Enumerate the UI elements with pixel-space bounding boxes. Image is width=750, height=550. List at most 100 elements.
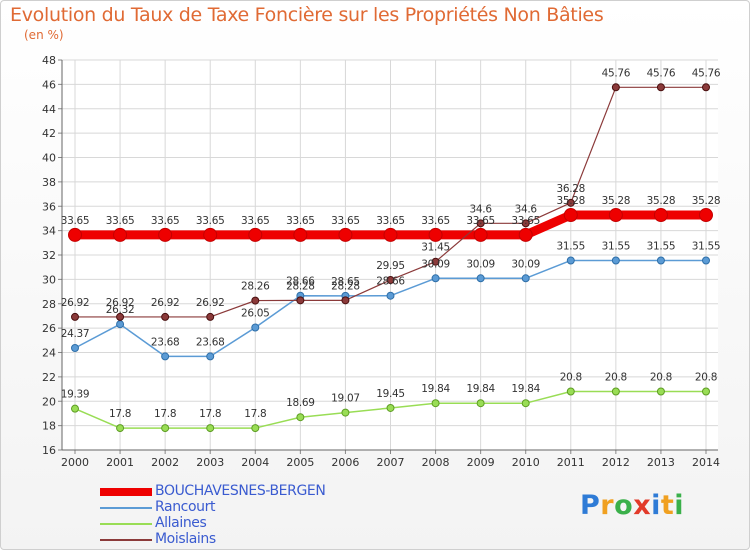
legend-item-rancourt: Rancourt [100, 499, 380, 516]
data-label-rancourt: 31.55 [602, 240, 631, 252]
data-label-bouchavesnes-bergen: 35.28 [602, 195, 631, 207]
data-point-allaines [476, 399, 485, 408]
x-tick-label: 2003 [196, 456, 224, 469]
data-label-moislains: 26.92 [106, 297, 135, 309]
data-point-bouchavesnes-bergen [428, 227, 443, 242]
logo-letter: P [580, 490, 601, 521]
data-label-rancourt: 28.65 [331, 276, 360, 288]
data-label-moislains: 26.92 [151, 297, 180, 309]
legend-swatch-moislains [100, 539, 152, 541]
data-point-moislains [161, 312, 170, 321]
data-label-moislains: 34.6 [515, 203, 538, 215]
data-point-bouchavesnes-bergen [158, 227, 173, 242]
y-tick-label: 16 [42, 444, 56, 457]
data-label-rancourt: 28.66 [376, 276, 405, 288]
y-tick-label: 18 [42, 420, 56, 433]
data-label-moislains: 36.28 [557, 183, 586, 195]
data-label-allaines: 17.8 [154, 408, 176, 420]
data-point-allaines [116, 424, 125, 433]
data-point-moislains [566, 198, 575, 207]
data-label-moislains: 28.28 [331, 280, 360, 292]
data-label-rancourt: 30.09 [466, 258, 495, 270]
x-tick-label: 2000 [61, 456, 89, 469]
data-point-bouchavesnes-bergen [608, 208, 623, 223]
legend-label-moislains: Moislains [155, 531, 216, 547]
data-label-allaines: 20.8 [560, 372, 582, 384]
y-tick-label: 38 [42, 176, 56, 189]
data-point-moislains [656, 83, 665, 92]
data-point-bouchavesnes-bergen [518, 227, 533, 242]
y-tick-label: 20 [42, 395, 56, 408]
data-label-allaines: 19.84 [421, 383, 450, 395]
data-label-moislains: 31.45 [421, 242, 450, 254]
data-point-allaines [71, 404, 79, 413]
data-label-allaines: 17.8 [199, 408, 221, 420]
data-point-rancourt [476, 274, 485, 283]
data-point-allaines [521, 399, 530, 408]
data-label-bouchavesnes-bergen: 35.28 [647, 195, 676, 207]
y-tick-label: 42 [42, 127, 56, 140]
data-point-rancourt [116, 320, 125, 329]
data-label-moislains: 26.92 [196, 297, 225, 309]
data-label-bouchavesnes-bergen: 33.65 [106, 215, 135, 227]
data-point-bouchavesnes-bergen [383, 227, 398, 242]
data-label-moislains: 28.26 [241, 281, 270, 293]
data-label-layer: 33.65 33.65 33.65 33.65 33.65 33.65 33.65 33.65… [61, 67, 721, 420]
data-label-allaines: 19.45 [376, 388, 405, 400]
data-label-allaines: 20.8 [605, 372, 627, 384]
logo-letter: i [674, 490, 685, 521]
y-tick-label: 46 [42, 78, 56, 91]
data-label-rancourt: 31.55 [692, 240, 721, 252]
data-label-bouchavesnes-bergen: 33.65 [151, 215, 180, 227]
y-tick-label: 24 [42, 347, 56, 360]
data-label-bouchavesnes-bergen: 35.28 [557, 195, 586, 207]
data-point-rancourt [206, 352, 215, 361]
data-point-moislains [251, 296, 260, 305]
data-point-rancourt [431, 274, 440, 283]
data-label-moislains: 28.28 [286, 280, 315, 292]
data-point-bouchavesnes-bergen [113, 227, 128, 242]
data-point-allaines [341, 408, 350, 417]
data-label-bouchavesnes-bergen: 35.28 [692, 195, 721, 207]
series-layer [68, 83, 713, 433]
data-point-moislains [71, 312, 79, 321]
data-label-rancourt: 23.68 [196, 336, 225, 348]
data-point-rancourt [611, 256, 620, 265]
data-label-bouchavesnes-bergen: 33.65 [331, 215, 360, 227]
data-point-bouchavesnes-bergen [248, 227, 263, 242]
x-tick-label: 2013 [647, 456, 675, 469]
y-tick-label: 28 [42, 298, 56, 311]
data-point-rancourt [71, 343, 79, 352]
data-point-bouchavesnes-bergen [563, 208, 578, 223]
data-label-rancourt: 26.05 [241, 308, 270, 320]
data-label-bouchavesnes-bergen: 33.65 [511, 215, 540, 227]
legend-label-allaines: Allaines [155, 515, 207, 531]
data-point-bouchavesnes-bergen [699, 208, 713, 223]
y-tick-label: 22 [42, 371, 56, 384]
logo-letter: t [660, 490, 675, 521]
data-label-rancourt: 31.55 [557, 240, 586, 252]
data-point-moislains [341, 296, 350, 305]
x-tick-label: 2011 [557, 456, 585, 469]
legend-swatch-bouchavesnes-bergen [100, 488, 152, 496]
proxiti-logo: Proxiti [580, 490, 684, 521]
x-tick-label: 2005 [286, 456, 314, 469]
chart-legend: BOUCHAVESNES-BERGEN Rancourt Allaines Mo… [100, 483, 380, 548]
legend-item-bouchavesnes-bergen: BOUCHAVESNES-BERGEN [100, 483, 380, 500]
data-label-bouchavesnes-bergen: 33.65 [61, 215, 90, 227]
data-point-moislains [206, 312, 215, 321]
y-tick-label: 26 [42, 322, 56, 335]
data-point-allaines [431, 399, 440, 408]
data-point-allaines [702, 387, 710, 396]
y-tick-label: 30 [42, 273, 56, 286]
data-label-moislains: 26.92 [61, 297, 90, 309]
data-point-moislains [611, 83, 620, 92]
data-point-allaines [566, 387, 575, 396]
legend-swatch-rancourt [100, 507, 152, 509]
data-label-allaines: 19.84 [511, 383, 540, 395]
data-point-rancourt [161, 352, 170, 361]
data-point-allaines [161, 424, 170, 433]
logo-letter: r [600, 490, 615, 521]
y-tick-label: 40 [42, 152, 56, 165]
data-point-bouchavesnes-bergen [203, 227, 218, 242]
